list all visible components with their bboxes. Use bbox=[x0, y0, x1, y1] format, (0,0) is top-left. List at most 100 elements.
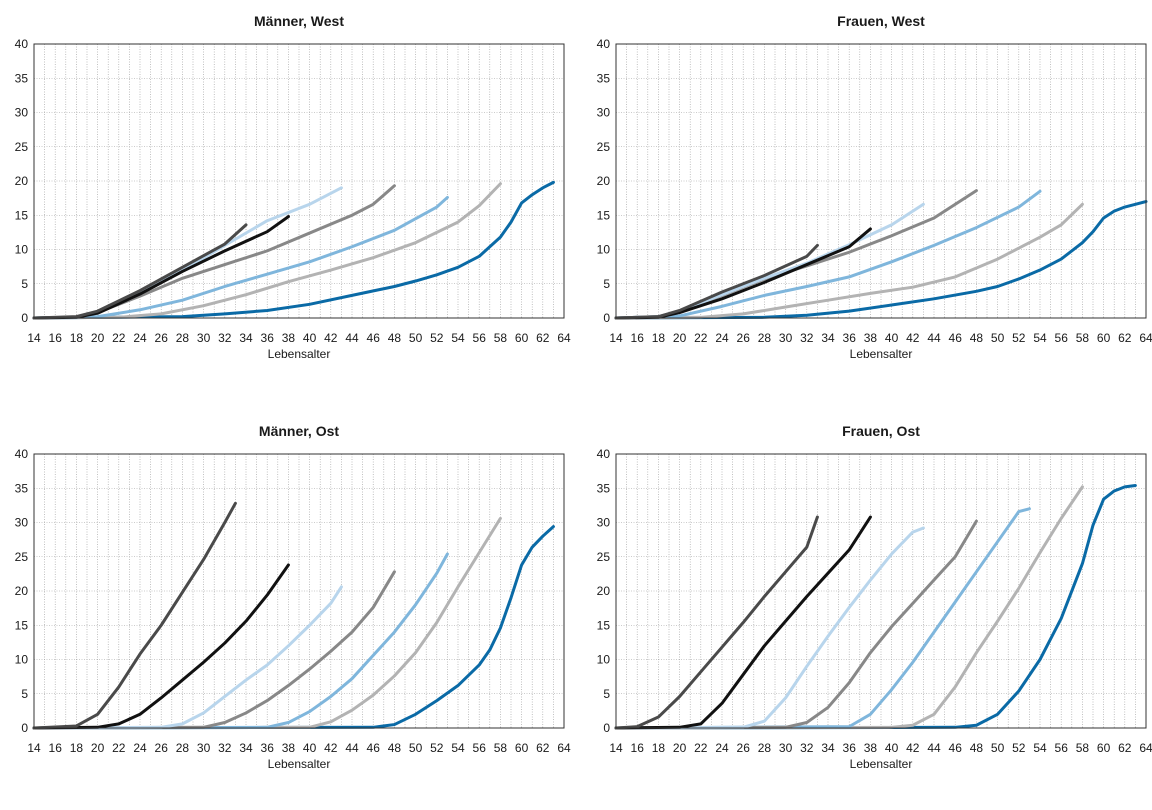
x-tick-label: 62 bbox=[1118, 331, 1132, 345]
series-line-5 bbox=[32, 563, 290, 730]
series-line-0 bbox=[32, 525, 555, 730]
x-tick-label: 30 bbox=[197, 331, 211, 345]
x-tick-label: 34 bbox=[239, 331, 253, 345]
x-tick-label: 16 bbox=[49, 331, 63, 345]
x-tick-label: 46 bbox=[949, 741, 963, 755]
grid bbox=[616, 454, 1146, 728]
series-line-0 bbox=[32, 180, 555, 320]
x-tick-label: 62 bbox=[1118, 741, 1132, 755]
y-tick-label: 0 bbox=[603, 721, 610, 735]
chart-panel-maenner-west: Männer, West 0 5 10 15 20 25 30 35 40 14 16 18 20 22 24… bbox=[0, 0, 571, 400]
x-axis-label: Lebensalter bbox=[850, 347, 913, 361]
plot-frame bbox=[33, 43, 565, 319]
y-tick-label: 10 bbox=[15, 653, 29, 667]
series-line-2 bbox=[614, 507, 1031, 730]
x-tick-label: 50 bbox=[991, 741, 1005, 755]
x-tick-label: 36 bbox=[261, 741, 275, 755]
x-tick-label: 22 bbox=[112, 331, 126, 345]
y-tick-label: 30 bbox=[15, 516, 29, 530]
x-tick-label: 46 bbox=[949, 331, 963, 345]
y-tick-label: 5 bbox=[21, 277, 28, 291]
x-tick-label: 20 bbox=[91, 331, 105, 345]
x-tick-label: 64 bbox=[1139, 741, 1152, 755]
x-tick-label: 36 bbox=[843, 331, 857, 345]
x-tick-label: 14 bbox=[27, 741, 41, 755]
x-tick-label: 42 bbox=[324, 741, 338, 755]
x-tick-label: 34 bbox=[239, 741, 253, 755]
x-tick-label: 50 bbox=[409, 741, 423, 755]
x-tick-label: 24 bbox=[133, 331, 147, 345]
x-tick-label: 36 bbox=[261, 331, 275, 345]
x-tick-label: 58 bbox=[494, 331, 508, 345]
x-axis-label: Lebensalter bbox=[850, 757, 913, 771]
x-tick-label: 62 bbox=[536, 331, 550, 345]
y-tick-label: 30 bbox=[15, 106, 29, 120]
y-tick-label: 15 bbox=[15, 618, 29, 632]
series-line-3 bbox=[614, 519, 978, 730]
chart-svg: Frauen, Ost 0 5 10 15 20 25 30 35 40 14 16 18 20 22 24 2… bbox=[597, 423, 1152, 771]
x-tick-label: 22 bbox=[694, 331, 708, 345]
x-tick-label: 28 bbox=[758, 331, 772, 345]
x-tick-label: 52 bbox=[1012, 741, 1026, 755]
y-tick-label: 35 bbox=[15, 481, 29, 495]
x-tick-label: 20 bbox=[91, 741, 105, 755]
x-tick-label: 44 bbox=[927, 741, 941, 755]
x-tick-label: 14 bbox=[609, 741, 623, 755]
series-line-6 bbox=[32, 501, 237, 730]
x-tick-label: 28 bbox=[176, 331, 190, 345]
x-tick-label: 26 bbox=[155, 741, 169, 755]
x-tick-label: 30 bbox=[779, 331, 793, 345]
x-tick-label: 40 bbox=[303, 331, 317, 345]
x-tick-label: 18 bbox=[70, 331, 84, 345]
x-tick-label: 16 bbox=[49, 741, 63, 755]
x-tick-label: 40 bbox=[303, 741, 317, 755]
x-tick-label: 64 bbox=[557, 331, 571, 345]
series-line-2 bbox=[614, 189, 1042, 320]
x-tick-label: 58 bbox=[494, 741, 508, 755]
x-tick-label: 36 bbox=[843, 741, 857, 755]
x-tick-label: 24 bbox=[133, 741, 147, 755]
x-tick-label: 40 bbox=[885, 331, 899, 345]
x-tick-label: 32 bbox=[218, 741, 232, 755]
x-tick-label: 26 bbox=[155, 331, 169, 345]
x-tick-label: 54 bbox=[1033, 331, 1047, 345]
chart-title: Männer, West bbox=[254, 13, 344, 29]
x-tick-label: 58 bbox=[1076, 331, 1090, 345]
x-tick-label: 16 bbox=[631, 741, 645, 755]
series-line-1 bbox=[32, 182, 502, 320]
x-tick-label: 34 bbox=[821, 331, 835, 345]
x-tick-label: 24 bbox=[715, 741, 729, 755]
y-tick-label: 20 bbox=[597, 584, 611, 598]
x-tick-label: 38 bbox=[864, 331, 878, 345]
series-line-6 bbox=[614, 515, 819, 730]
x-tick-label: 42 bbox=[906, 331, 920, 345]
x-tick-label: 44 bbox=[345, 331, 359, 345]
x-tick-label: 56 bbox=[1055, 741, 1069, 755]
x-tick-label: 56 bbox=[1055, 331, 1069, 345]
y-tick-label: 0 bbox=[21, 721, 28, 735]
series-line-2 bbox=[32, 552, 449, 730]
x-tick-label: 24 bbox=[715, 331, 729, 345]
y-tick-label: 10 bbox=[597, 243, 611, 257]
chart-panel-frauen-west: Frauen, West 0 5 10 15 20 25 30 35 40 14 16 18 20 22 24… bbox=[582, 0, 1152, 400]
y-tick-label: 30 bbox=[597, 106, 611, 120]
y-tick-label: 15 bbox=[15, 208, 29, 222]
x-tick-label: 38 bbox=[282, 741, 296, 755]
x-tick-label: 30 bbox=[197, 741, 211, 755]
y-tick-label: 10 bbox=[597, 653, 611, 667]
y-tick-label: 25 bbox=[15, 140, 29, 154]
series-line-6 bbox=[32, 223, 248, 320]
x-tick-label: 48 bbox=[970, 741, 984, 755]
x-tick-label: 48 bbox=[970, 331, 984, 345]
x-tick-label: 26 bbox=[737, 331, 751, 345]
x-tick-label: 60 bbox=[1097, 741, 1111, 755]
series-line-0 bbox=[614, 200, 1148, 320]
series-line-3 bbox=[32, 570, 396, 730]
y-tick-label: 5 bbox=[603, 687, 610, 701]
chart-title: Männer, Ost bbox=[259, 423, 339, 439]
series-line-5 bbox=[614, 515, 872, 730]
y-tick-label: 25 bbox=[597, 550, 611, 564]
x-tick-label: 44 bbox=[345, 741, 359, 755]
x-tick-label: 28 bbox=[176, 741, 190, 755]
y-tick-label: 5 bbox=[603, 277, 610, 291]
